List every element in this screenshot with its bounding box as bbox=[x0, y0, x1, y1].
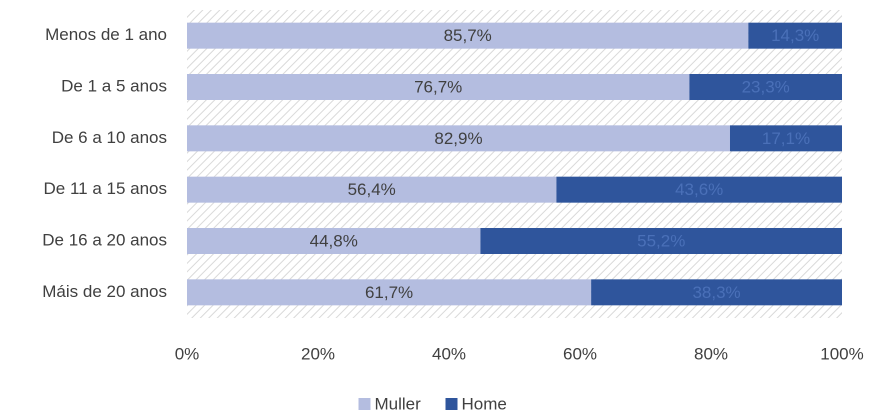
bar-segment bbox=[187, 125, 730, 152]
data-label: 43,6% bbox=[675, 180, 723, 199]
x-tick-label: 0% bbox=[175, 344, 200, 363]
bar-segment bbox=[591, 279, 842, 306]
bar-segment bbox=[556, 176, 842, 203]
legend-label: Home bbox=[462, 394, 507, 413]
data-label: 56,4% bbox=[348, 180, 396, 199]
data-label: 44,8% bbox=[310, 231, 358, 250]
bar-segment bbox=[187, 22, 749, 49]
y-tick-label: De 1 a 5 anos bbox=[61, 76, 167, 95]
bar-segment bbox=[187, 176, 557, 203]
data-label: 76,7% bbox=[414, 77, 462, 96]
x-tick-label: 20% bbox=[301, 344, 335, 363]
legend-label: Muller bbox=[375, 394, 422, 413]
bar-segment bbox=[187, 279, 592, 306]
y-tick-label: Menos de 1 ano bbox=[45, 25, 167, 44]
x-tick-label: 40% bbox=[432, 344, 466, 363]
y-tick-label: De 11 a 15 anos bbox=[44, 179, 168, 198]
y-tick-label: Máis de 20 anos bbox=[42, 282, 167, 301]
data-label: 17,1% bbox=[762, 129, 810, 148]
bar-segment bbox=[187, 228, 481, 254]
x-tick-label: 100% bbox=[820, 344, 863, 363]
bar-segment bbox=[729, 125, 842, 152]
x-tick-label: 80% bbox=[694, 344, 728, 363]
data-label: 61,7% bbox=[365, 283, 413, 302]
data-label: 38,3% bbox=[692, 283, 740, 302]
bar-segment bbox=[480, 228, 842, 254]
bar-segment bbox=[748, 22, 842, 49]
data-label: 55,2% bbox=[637, 231, 685, 250]
data-label: 82,9% bbox=[434, 129, 482, 148]
plot-background bbox=[187, 10, 842, 318]
data-label: 14,3% bbox=[771, 26, 819, 45]
y-tick-label: De 6 a 10 anos bbox=[52, 128, 167, 147]
data-label: 23,3% bbox=[742, 77, 790, 96]
y-tick-label: De 16 a 20 anos bbox=[42, 230, 167, 249]
x-tick-label: 60% bbox=[563, 344, 597, 363]
bar-segment bbox=[187, 74, 690, 100]
legend-swatch bbox=[445, 398, 458, 410]
data-label: 85,7% bbox=[444, 26, 492, 45]
legend-swatch bbox=[358, 398, 371, 410]
bar-segment bbox=[689, 74, 842, 100]
